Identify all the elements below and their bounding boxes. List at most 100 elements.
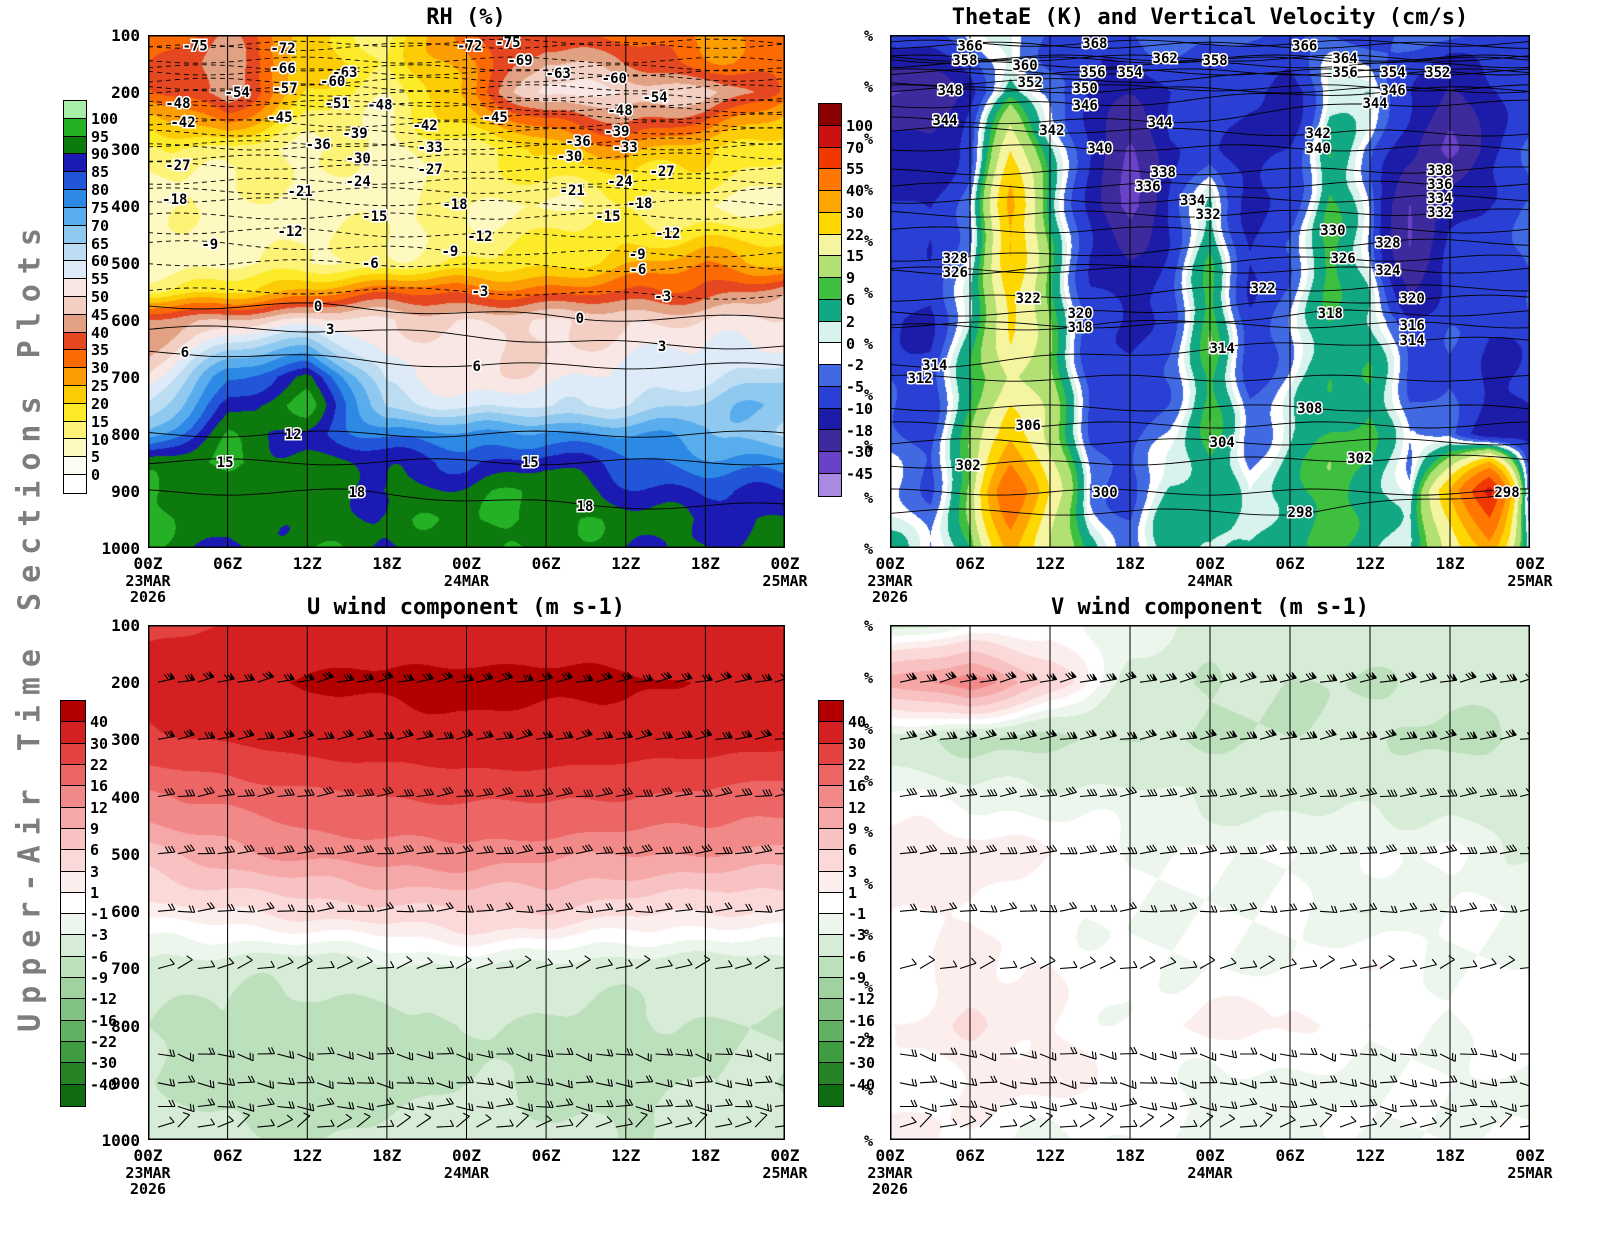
wind-barb — [1439, 955, 1455, 969]
wind-barb-flag — [931, 728, 937, 736]
wind-barb — [959, 903, 978, 912]
wind-barb — [157, 672, 176, 683]
wind-barb — [979, 844, 998, 855]
contour-label: 304 — [1210, 435, 1235, 451]
wind-barb — [257, 846, 275, 855]
wind-barb — [695, 729, 713, 740]
wind-barb — [277, 845, 295, 855]
wind-barb — [1159, 788, 1178, 798]
wind-barb — [575, 905, 594, 914]
colorbar-label: -40 — [848, 1075, 876, 1094]
wind-barb — [615, 846, 634, 855]
colorbar-swatch — [64, 421, 86, 440]
wind-barb — [735, 903, 753, 912]
wind-barb — [695, 844, 713, 855]
wind-barb — [1199, 1075, 1218, 1084]
colorbar-label: 75 — [91, 198, 110, 217]
wind-barb — [1339, 1078, 1358, 1087]
colorbar-swatch — [819, 914, 843, 936]
wind-barb — [1439, 1075, 1458, 1084]
x-tick-label: 18Z — [1115, 1146, 1145, 1165]
wind-barb — [157, 1099, 176, 1108]
x-tick-label: 12Z — [611, 1146, 641, 1165]
wind-barb-flag — [189, 728, 195, 736]
wind-barb — [1479, 845, 1498, 855]
plot-overlay-0: -75 -72-66-72 -75-63-69-63-60 -60-54 -57-54-… — [148, 35, 785, 548]
colorbar-label: 12 — [90, 798, 109, 817]
wind-barb — [655, 1099, 674, 1108]
wind-barb — [536, 1078, 554, 1087]
wind-barb — [496, 960, 514, 970]
colorbar-swatch — [64, 118, 86, 137]
wind-barb — [317, 786, 335, 798]
wind-barb — [1119, 1119, 1138, 1128]
y-tick-percent: % — [864, 78, 874, 97]
wind-barb — [237, 844, 255, 855]
wind-barb-flag — [1311, 671, 1317, 679]
colorbar-swatch — [64, 190, 86, 208]
colorbar-label: 90 — [91, 145, 110, 164]
wind-barb — [1279, 730, 1298, 740]
contour-label: 336 — [1427, 177, 1452, 193]
colorbar-label: 40 — [90, 713, 109, 732]
x-tick-label: 00Z — [770, 1146, 800, 1165]
colorbar-swatch — [61, 914, 85, 936]
y-tick-label: 1000 — [101, 539, 140, 558]
wind-barb-flag — [726, 671, 732, 679]
wind-barb — [1279, 1115, 1296, 1128]
wind-barb — [536, 1049, 554, 1058]
wind-barb-flag — [1372, 730, 1377, 738]
wind-barb — [1319, 1052, 1337, 1062]
wind-barb — [939, 786, 957, 798]
wind-barb — [1039, 1076, 1058, 1084]
contour-label: 354 — [1117, 65, 1142, 81]
colorbar-label: 22 — [90, 755, 109, 774]
wind-barb-flag — [1252, 730, 1257, 738]
colorbar-swatch — [64, 403, 86, 422]
y-tick-label: 600 — [111, 311, 140, 330]
wind-barb-flag — [1512, 673, 1517, 681]
wind-barb — [1039, 844, 1058, 855]
wind-barb — [456, 729, 474, 740]
wind-barb — [337, 1076, 355, 1085]
wind-barb — [1279, 1049, 1298, 1058]
x-tick-label: 18Z — [372, 1146, 402, 1165]
wind-barb — [1379, 1053, 1397, 1062]
wind-barb — [695, 1075, 713, 1084]
colorbar-swatch — [61, 871, 85, 893]
y-tick-label: 400 — [111, 197, 140, 216]
x-tick-label: 12Z — [292, 554, 322, 573]
wind-barb — [1299, 1098, 1318, 1108]
y-tick-label: 500 — [111, 844, 140, 864]
colorbar-label: -3 — [90, 926, 109, 945]
contour-label: 6 — [472, 359, 480, 375]
contour-label: 346 — [1073, 98, 1098, 114]
contour-label: 326 — [1330, 251, 1355, 267]
wind-barb — [575, 728, 593, 740]
wind-barb — [157, 1116, 175, 1128]
wind-barb — [1039, 788, 1058, 798]
contour-line — [890, 226, 1530, 234]
colorbar-label: 45 — [91, 305, 110, 324]
wind-barb-flag — [972, 672, 977, 680]
wind-barb — [1219, 1050, 1238, 1059]
contour-label: -39 — [604, 124, 629, 140]
wind-barb — [715, 1047, 733, 1056]
wind-barb — [615, 1048, 634, 1056]
colorbar-label: 16 — [848, 777, 867, 796]
contour-label: -33 — [612, 140, 637, 156]
wind-barb — [575, 1075, 594, 1084]
wind-barb — [1279, 1100, 1298, 1109]
colorbar-swatch — [64, 457, 86, 476]
wind-barb — [939, 846, 958, 855]
colorbar-label: 9 — [846, 269, 856, 288]
colorbar-swatch — [64, 243, 86, 262]
colorbar-swatch — [64, 154, 86, 173]
contour-line — [890, 208, 1530, 218]
contour-label: -9 — [629, 247, 646, 263]
contour-line — [890, 254, 1530, 276]
x-tick-label: 06Z — [531, 554, 561, 573]
wind-barb-flag — [567, 671, 573, 679]
colorbar-swatch — [61, 935, 85, 957]
wind-barb-flag — [1492, 672, 1497, 680]
